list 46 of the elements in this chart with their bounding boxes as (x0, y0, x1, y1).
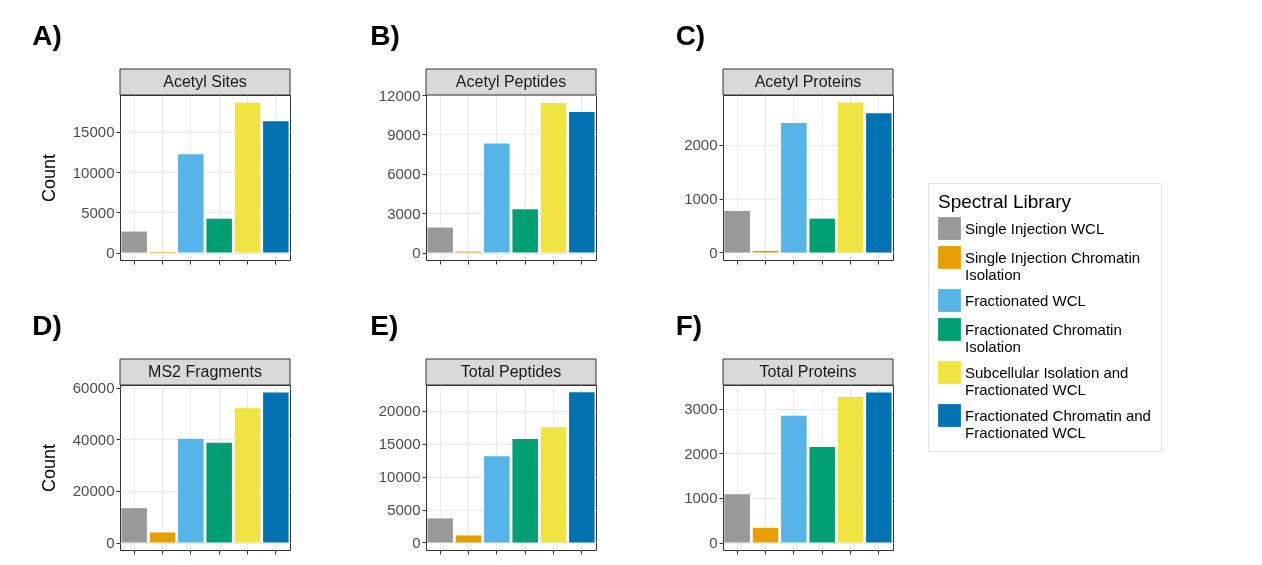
y-tick-label: 10000 (378, 468, 421, 486)
y-tick-label: 60000 (72, 379, 115, 397)
legend-label: Single Injection WCL (965, 219, 1105, 237)
y-tick-label: 5000 (387, 501, 421, 519)
legend-label: Fractionated WCL (965, 291, 1086, 309)
y-tick-label: 2000 (684, 136, 718, 154)
y-tick-label: 0 (412, 533, 421, 551)
y-tick-label: 9000 (387, 125, 421, 143)
y-tick-label: 5000 (81, 203, 115, 221)
y-axis-title: Count (38, 443, 59, 493)
text: B) (370, 19, 400, 51)
y-tick-label: 15000 (378, 435, 421, 453)
y-tick-label: 0 (412, 244, 421, 262)
y-tick-label: 20000 (378, 402, 421, 420)
legend-label: Single Injection Chromatin Isolation (965, 248, 1141, 283)
legend-label: Fractionated Chromatin and Fractionated WCL (965, 406, 1151, 441)
y-tick-label: 15000 (72, 123, 115, 141)
text: F) (675, 309, 703, 341)
chart-title: Acetyl Sites (163, 73, 247, 90)
y-tick-label: 20000 (72, 482, 115, 500)
chart-title: Acetyl Proteins (754, 73, 862, 90)
y-tick-label: 0 (106, 534, 115, 552)
text: E) (370, 309, 399, 341)
y-tick-label: 0 (709, 243, 718, 261)
y-tick-label: 12000 (378, 86, 421, 104)
chart-title: Total Peptides (460, 363, 562, 380)
legend-label: Fractionated Chromatin Isolation (965, 320, 1122, 355)
chart-title: MS2 Fragments (148, 363, 262, 380)
y-tick-label: 10000 (72, 163, 115, 181)
text: A) (32, 19, 62, 51)
text: D) (32, 309, 62, 341)
y-tick-label: 6000 (387, 165, 421, 183)
y-tick-label: 3000 (684, 400, 718, 418)
y-tick-label: 3000 (387, 204, 421, 222)
y-tick-label: 0 (709, 534, 718, 551)
text: C) (675, 19, 706, 51)
y-tick-label: 1000 (684, 489, 718, 507)
chart-title: Acetyl Peptides (455, 73, 567, 90)
y-tick-label: 40000 (72, 430, 115, 448)
y-tick-label: 2000 (684, 444, 718, 462)
y-tick-label: 1000 (684, 190, 718, 208)
legend-label: Subcellular Isolation and Fractionated WCL (965, 363, 1129, 398)
chart-title: Total Proteins (759, 363, 857, 380)
legend-title: Spectral Library (938, 191, 1072, 212)
y-tick-label: 0 (106, 244, 115, 262)
y-axis-title: Count (38, 153, 59, 203)
